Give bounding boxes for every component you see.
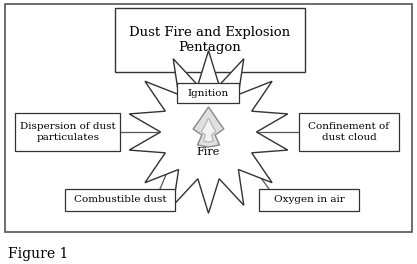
Text: Combustible dust: Combustible dust (74, 196, 166, 205)
Text: Dust Fire and Explosion
Pentagon: Dust Fire and Explosion Pentagon (129, 26, 291, 54)
Text: Figure 1: Figure 1 (8, 247, 68, 261)
Bar (259, 189, 359, 211)
Polygon shape (193, 107, 224, 147)
Bar (65, 189, 175, 211)
Text: Fire: Fire (197, 147, 220, 157)
Bar (299, 113, 399, 151)
Text: Dispersion of dust
particulates: Dispersion of dust particulates (20, 122, 116, 142)
Bar (5, 4, 412, 232)
Bar (115, 8, 305, 72)
Text: Oxygen in air: Oxygen in air (274, 196, 344, 205)
Bar (178, 83, 239, 103)
Text: Confinement of
dust cloud: Confinement of dust cloud (309, 122, 389, 142)
Polygon shape (201, 118, 216, 142)
Text: Ignition: Ignition (188, 88, 229, 97)
Polygon shape (129, 51, 288, 213)
Bar (15, 113, 121, 151)
